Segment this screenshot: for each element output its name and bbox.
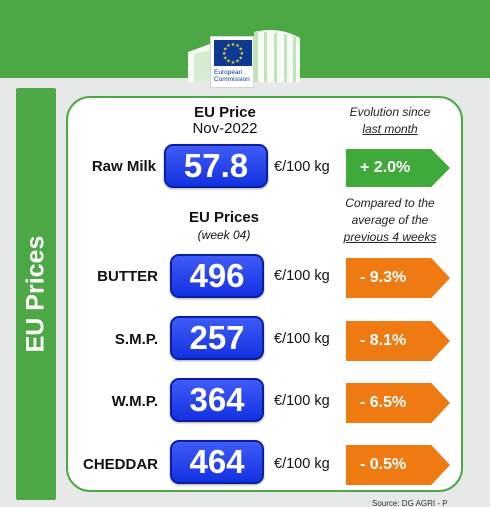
svg-text:★: ★ (223, 46, 228, 52)
product-unit: €/100 kg (274, 268, 330, 284)
raw-milk-label: Raw Milk (91, 158, 156, 175)
product-name: S.M.P. (114, 331, 158, 348)
svg-text:★: ★ (226, 43, 231, 49)
comparison-note-2: average of the (351, 213, 429, 227)
product-unit: €/100 kg (274, 393, 330, 409)
source-note: Source: DG AGRI - P (372, 499, 448, 507)
product-change-arrow: - 8.1% (346, 321, 450, 361)
svg-text:★: ★ (235, 43, 240, 49)
sidebar-title-bar: EU Prices (16, 88, 56, 500)
svg-text:★: ★ (238, 55, 243, 61)
raw-milk-period: Nov-2022 (192, 120, 258, 137)
comparison-note-3: previous 4 weeks (343, 230, 437, 244)
product-price-box: 464 (170, 440, 264, 484)
raw-milk-price-box: 57.8 (164, 144, 268, 188)
logo-emblem: ★ ★ ★ ★ ★ ★ ★ ★ ★ ★ ★ ★ European Co (210, 36, 254, 88)
sidebar-title: EU Prices (21, 235, 50, 353)
svg-text:★: ★ (223, 55, 228, 61)
svg-text:★: ★ (240, 51, 245, 57)
product-name: W.M.P. (111, 393, 158, 410)
evolution-label-period: last month (362, 122, 418, 136)
product-change-arrow: - 0.5% (346, 445, 450, 485)
product-price-box: 257 (170, 316, 264, 360)
products-week: (week 04) (197, 228, 251, 242)
product-unit: €/100 kg (274, 331, 330, 347)
european-commission-logo: ★ ★ ★ ★ ★ ★ ★ ★ ★ ★ ★ ★ European Co (186, 24, 302, 88)
svg-text:★: ★ (226, 59, 231, 65)
products-header-title: EU Prices (188, 209, 260, 226)
product-name: CHEDDAR (83, 456, 158, 473)
svg-text:★: ★ (235, 59, 240, 65)
raw-milk-unit: €/100 kg (274, 159, 330, 175)
logo-text: European Commission (214, 69, 250, 83)
product-price-box: 364 (170, 378, 264, 422)
eu-flag-icon: ★ ★ ★ ★ ★ ★ ★ ★ ★ ★ ★ ★ (214, 40, 252, 66)
svg-text:★: ★ (231, 60, 236, 66)
commission-building-icon (188, 30, 300, 82)
product-change-arrow: - 9.3% (346, 258, 450, 298)
product-change-arrow: - 6.5% (346, 383, 450, 423)
raw-milk-header-title: EU Price (194, 104, 256, 121)
product-unit: €/100 kg (274, 456, 330, 472)
svg-text:★: ★ (238, 46, 243, 52)
raw-milk-change-arrow: + 2.0% (346, 149, 450, 187)
comparison-note-1: Compared to the (345, 196, 435, 210)
product-price-box: 496 (170, 254, 264, 298)
svg-text:★: ★ (231, 42, 236, 48)
evolution-label: Evolution since (349, 105, 431, 119)
top-banner: ★ ★ ★ ★ ★ ★ ★ ★ ★ ★ ★ ★ European Co (0, 0, 490, 88)
product-name: BUTTER (97, 268, 158, 285)
svg-text:★: ★ (222, 51, 227, 57)
